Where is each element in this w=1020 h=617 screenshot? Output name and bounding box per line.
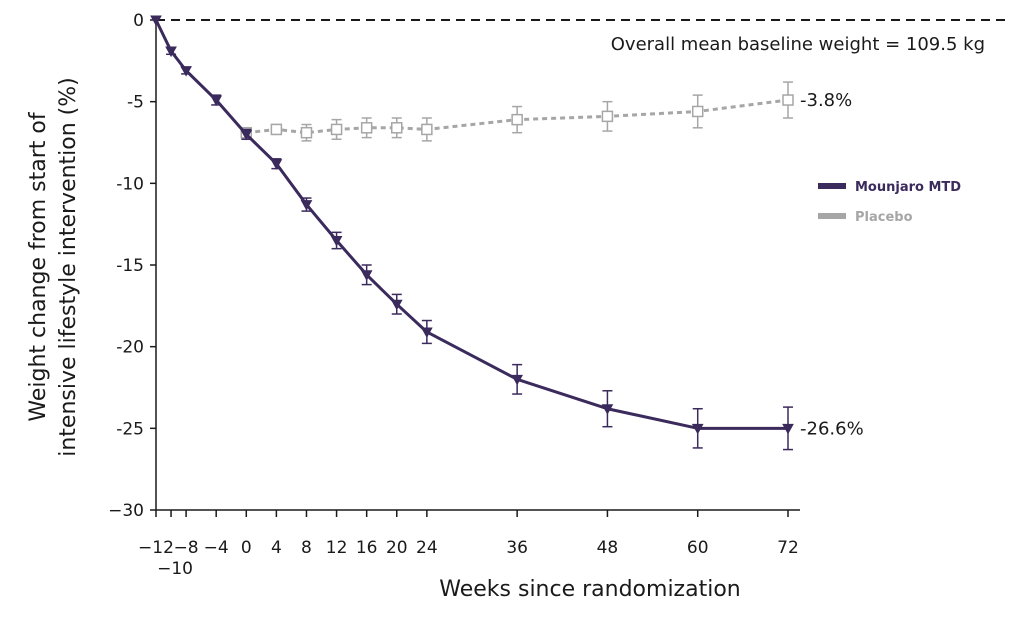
data-point-mounjaro [300,200,313,211]
x-axis-title: Weeks since randomization [439,577,740,602]
data-point-mounjaro [691,423,704,435]
data-point-placebo [691,105,704,118]
axes-layer [150,16,1010,517]
data-point-mounjaro [360,270,373,281]
data-point-mounjaro [390,299,403,311]
series-line-mounjaro [154,19,788,430]
data-point-placebo [601,110,614,123]
y-axis-title-line2: intensive lifestyle intervention (%) [56,77,81,457]
data-point-mounjaro [421,327,433,338]
data-point-placebo [330,123,343,136]
x-tick-label: −12 [138,538,174,558]
x-tick-label: 36 [506,538,528,558]
end-value-label-mounjaro: -26.6% [800,418,864,439]
x-tick-label: 72 [777,538,799,558]
x-tick-label: 48 [597,538,619,558]
x-tick-label: 16 [356,538,378,558]
x-tick-label: −10 [157,559,193,579]
y-tick-label: −30 [108,501,144,521]
x-tick-label: 8 [301,538,312,558]
data-point-mounjaro [165,46,177,58]
y-tick-label: -20 [116,338,144,358]
end-value-label-placebo: -3.8% [800,90,852,111]
x-tick-label: 0 [241,538,252,558]
data-point-mounjaro [601,404,614,415]
y-axis-title-line1: Weight change from start of [26,111,51,421]
y-tick-label: -15 [116,256,144,276]
x-tick-label: −8 [174,538,199,558]
x-tick-label: 12 [326,538,348,558]
y-tick-label: -5 [127,93,144,113]
data-point-mounjaro [782,423,794,435]
data-point-placebo [391,122,403,134]
labels-layer: 0-5-10-15-20-25−30−12 −8 −4 0 4 8 12 16 20 24 36 48… [108,11,864,579]
data-point-mounjaro [330,236,343,247]
x-tick-label: 60 [687,538,709,558]
data-point-mounjaro [180,66,192,77]
data-point-placebo [300,126,313,139]
baseline-annotation: Overall mean baseline weight = 109.5 kg [611,34,985,55]
x-tick-label: −4 [204,538,229,558]
y-tick-label: -10 [116,174,144,194]
data-point-placebo [511,113,523,126]
y-tick-label: -25 [116,419,144,439]
x-tick-label: 24 [416,538,438,558]
data-point-placebo [360,122,373,134]
data-point-placebo [782,94,794,106]
data-point-mounjaro [511,374,523,386]
x-tick-label: 20 [386,538,408,558]
data-point-placebo [421,123,433,136]
x-tick-label: 4 [271,538,282,558]
data-point-placebo [270,123,283,136]
y-tick-label: 0 [133,11,144,31]
series-layer [150,15,794,451]
data-point-mounjaro [240,129,253,141]
legend-label-placebo: Placebo [855,210,913,225]
legend-label-mounjaro: Mounjaro MTD [855,180,961,195]
data-point-mounjaro [270,159,283,170]
legend: Mounjaro MTD Placebo [818,180,961,225]
data-point-mounjaro [150,15,162,27]
data-point-mounjaro [210,95,223,107]
